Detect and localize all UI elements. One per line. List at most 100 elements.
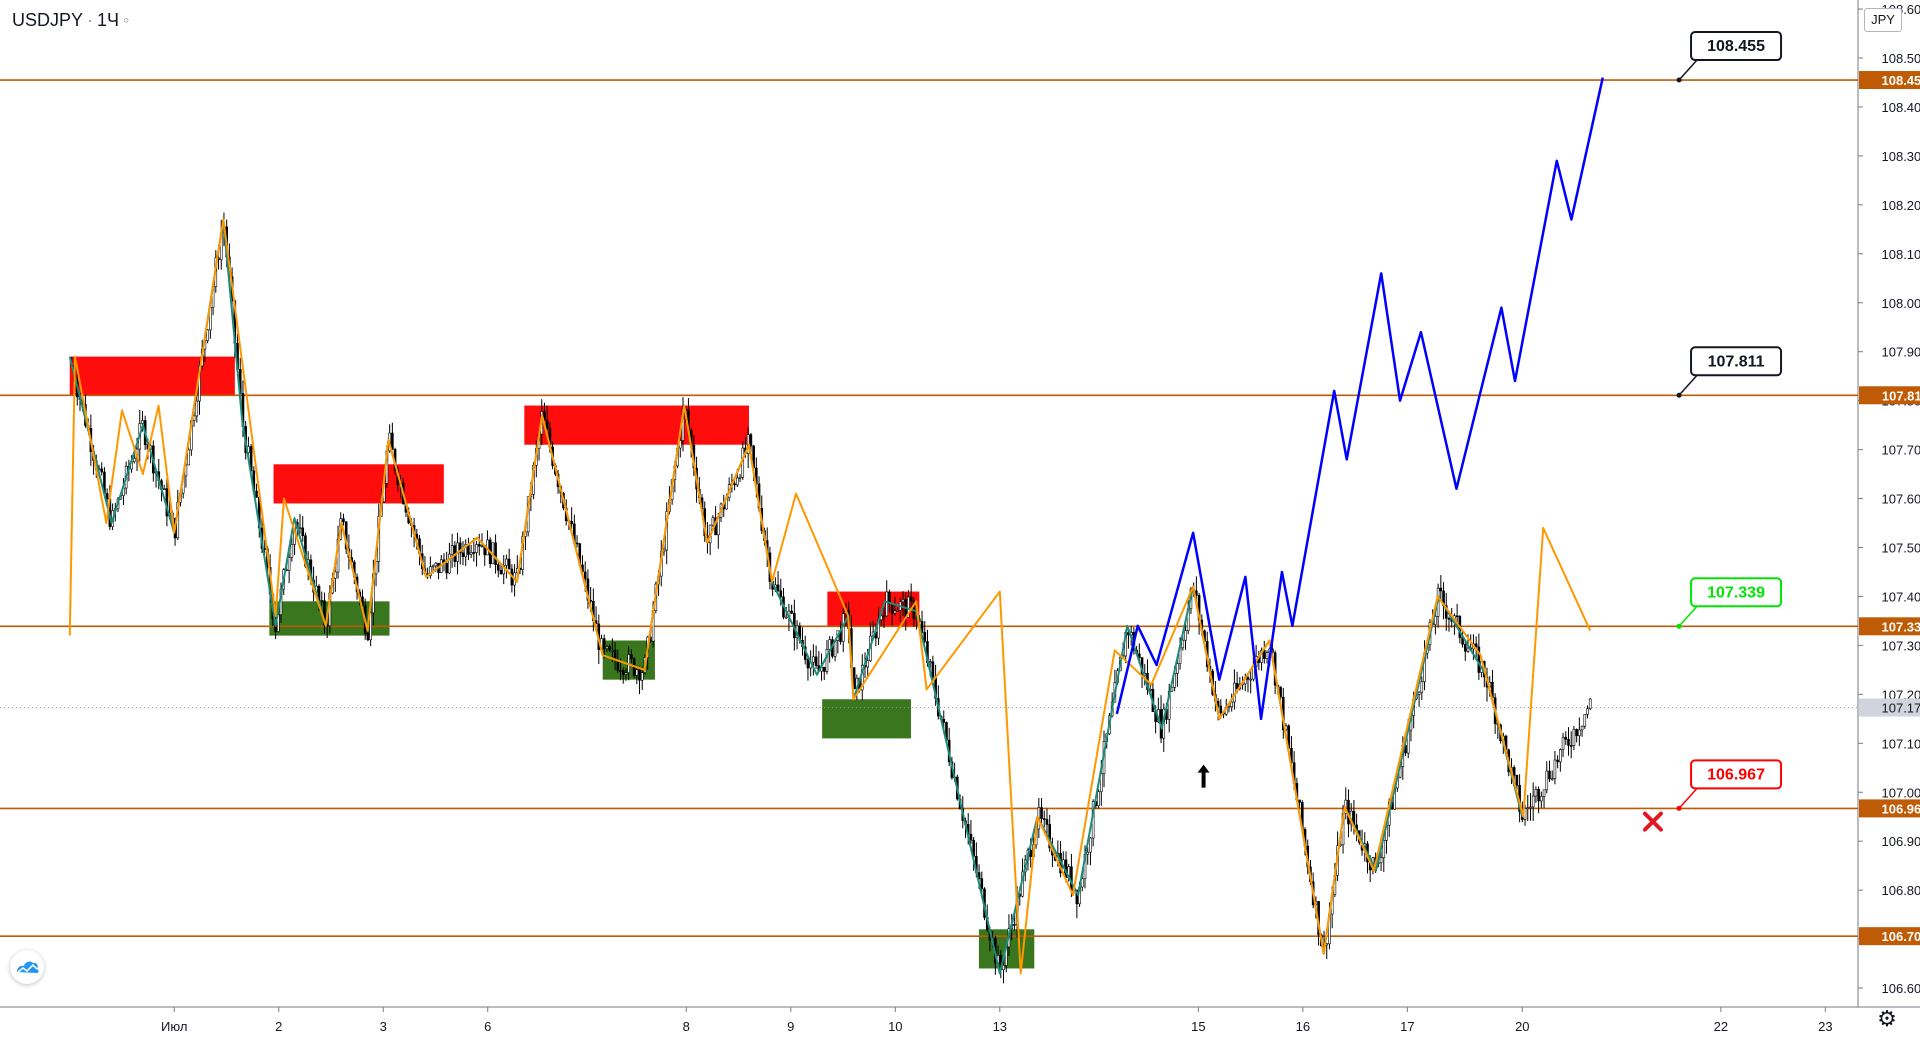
candle-body	[545, 419, 549, 429]
current-price-tag	[1859, 698, 1920, 717]
candle-body	[1531, 795, 1535, 808]
callout-pointer	[1678, 374, 1698, 396]
candle-body	[1097, 791, 1100, 807]
candle-body	[942, 718, 946, 723]
candle-body	[814, 656, 818, 666]
candle-body	[461, 552, 465, 558]
candle-body	[1235, 682, 1239, 690]
candle-body	[1466, 647, 1470, 652]
y-tick-label: 107.600	[1882, 492, 1920, 507]
currency-badge[interactable]: JPY	[1864, 8, 1902, 32]
candle-body	[448, 553, 451, 574]
invalidation-x-icon	[1642, 811, 1663, 832]
candle-body	[366, 632, 370, 641]
x-tick-label: 20	[1515, 1019, 1529, 1034]
candle-body	[1075, 889, 1079, 905]
candle-body	[806, 659, 810, 669]
candle-body	[570, 520, 573, 525]
x-tick-label: 22	[1714, 1019, 1728, 1034]
candle-body	[901, 599, 905, 603]
candle-body	[1561, 736, 1565, 750]
candle-body	[1184, 630, 1187, 641]
x-tick-label: Июл	[161, 1019, 187, 1034]
x-tick-label: 2	[275, 1019, 282, 1034]
callout-label: 107.811	[1708, 353, 1765, 370]
candle-body	[391, 432, 394, 450]
candle-body	[431, 565, 435, 568]
candle-body	[1420, 681, 1424, 693]
candle-body	[1417, 691, 1421, 695]
candle-body	[619, 670, 622, 672]
candle-body	[458, 542, 462, 554]
callout-label: 108.455	[1707, 38, 1765, 55]
candle-body	[711, 517, 715, 526]
level-price-tag-label: 107.811	[1882, 388, 1920, 403]
candle-body	[1529, 806, 1532, 809]
y-tick-label: 108.000	[1882, 296, 1920, 311]
callout-pointer	[1678, 605, 1698, 627]
candle-body	[1045, 819, 1049, 825]
up-arrow-icon	[1197, 764, 1210, 788]
candle-body	[206, 329, 209, 341]
candle-body	[323, 600, 326, 626]
level-price-tag-label: 106.967	[1882, 801, 1920, 816]
candle-body	[928, 661, 932, 664]
candle-body	[605, 646, 609, 650]
candle-body	[1515, 775, 1519, 786]
level-price-tag	[1859, 927, 1920, 946]
x-tick-label: 15	[1191, 1019, 1205, 1034]
candle-body	[1545, 770, 1549, 791]
tradingview-logo-icon[interactable]	[10, 950, 44, 984]
candle-body	[893, 610, 897, 614]
candle-body	[635, 669, 639, 676]
candle-body	[255, 490, 258, 498]
candle-body	[301, 527, 305, 537]
candle-body	[1013, 924, 1016, 926]
supply-zone	[524, 405, 749, 445]
candle-body	[1176, 663, 1179, 674]
callout-box[interactable]	[1690, 346, 1783, 377]
settings-gear-icon[interactable]: ⚙	[1877, 1006, 1897, 1031]
candle-body	[477, 544, 481, 547]
candle-body	[287, 557, 291, 572]
candle-body	[1279, 686, 1282, 698]
candle-body	[369, 612, 372, 641]
callout-label: 106.967	[1707, 766, 1765, 783]
candle-body	[1181, 639, 1185, 649]
candle-body	[434, 562, 438, 567]
callout-box[interactable]	[1690, 759, 1783, 790]
candle-body	[738, 476, 742, 479]
level-price-tag-label: 108.455	[1882, 73, 1920, 88]
candle-body	[923, 632, 927, 642]
symbol-title[interactable]: USDJPY · 1Ч ◦	[12, 10, 133, 31]
candle-body	[1089, 837, 1092, 853]
candle-body	[1540, 796, 1543, 802]
candle-body	[464, 544, 467, 558]
candle-body	[1029, 849, 1032, 857]
callout-box[interactable]	[1690, 577, 1783, 608]
candle-body	[445, 562, 448, 574]
candle-body	[1463, 644, 1467, 652]
projection-blue-line	[1115, 77, 1604, 721]
demand-zone	[822, 699, 911, 739]
candle-body	[1569, 745, 1573, 747]
y-tick-label: 107.900	[1882, 345, 1920, 360]
candle-body	[1542, 789, 1546, 797]
callout-box[interactable]	[1690, 31, 1783, 62]
candle-body	[624, 672, 628, 675]
candle-body	[885, 591, 889, 617]
level-price-tag	[1859, 71, 1920, 90]
level-price-tag	[1859, 799, 1920, 818]
candle-body	[1447, 617, 1451, 620]
candle-body	[1002, 965, 1005, 971]
candle-body	[822, 666, 826, 672]
y-tick-label: 108.500	[1882, 51, 1920, 66]
level-price-tag	[1859, 617, 1920, 636]
level-price-tag-label: 107.339	[1882, 619, 1920, 634]
candle-body	[896, 610, 899, 612]
candle-body	[469, 552, 473, 555]
y-tick-label: 108.400	[1882, 100, 1920, 115]
candle-body	[776, 584, 780, 592]
